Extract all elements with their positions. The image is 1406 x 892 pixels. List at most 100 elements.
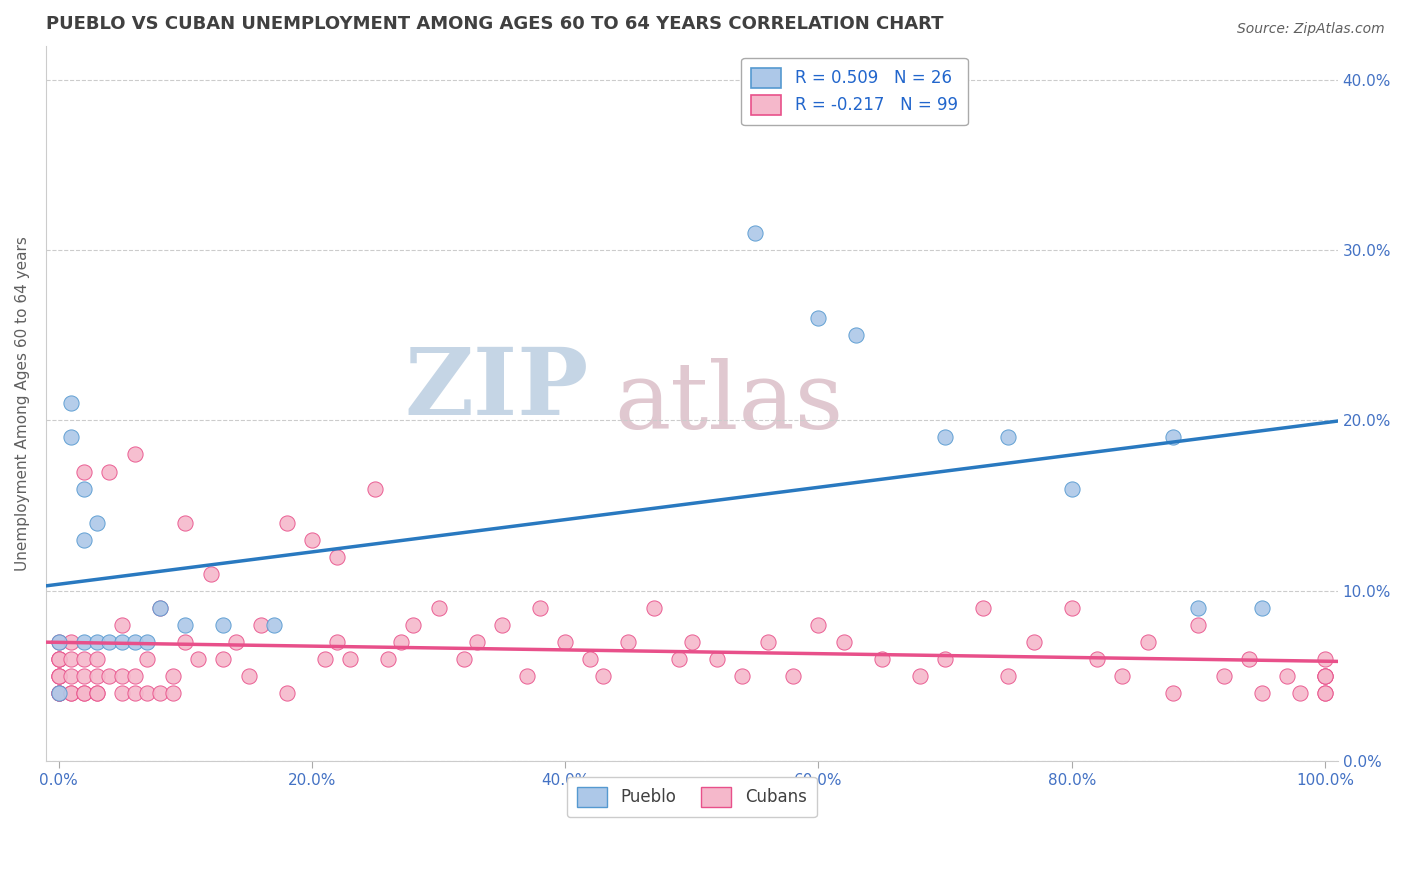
Point bbox=[554, 635, 576, 649]
Point bbox=[48, 635, 70, 649]
Text: atlas: atlas bbox=[614, 359, 844, 449]
Point bbox=[529, 600, 551, 615]
Point bbox=[756, 635, 779, 649]
Point bbox=[60, 686, 83, 700]
Point bbox=[48, 652, 70, 666]
Point bbox=[579, 652, 602, 666]
Point bbox=[908, 669, 931, 683]
Point bbox=[643, 600, 665, 615]
Point bbox=[48, 652, 70, 666]
Point bbox=[73, 533, 96, 547]
Point bbox=[86, 686, 108, 700]
Point bbox=[276, 516, 298, 530]
Point bbox=[453, 652, 475, 666]
Point bbox=[744, 226, 766, 240]
Point bbox=[124, 669, 146, 683]
Point bbox=[174, 516, 197, 530]
Text: Source: ZipAtlas.com: Source: ZipAtlas.com bbox=[1237, 22, 1385, 37]
Point bbox=[60, 430, 83, 444]
Text: PUEBLO VS CUBAN UNEMPLOYMENT AMONG AGES 60 TO 64 YEARS CORRELATION CHART: PUEBLO VS CUBAN UNEMPLOYMENT AMONG AGES … bbox=[46, 15, 943, 33]
Point bbox=[111, 686, 134, 700]
Point bbox=[174, 617, 197, 632]
Point bbox=[491, 617, 513, 632]
Point bbox=[807, 311, 830, 326]
Point bbox=[136, 686, 159, 700]
Point bbox=[149, 600, 172, 615]
Point bbox=[174, 635, 197, 649]
Point bbox=[111, 635, 134, 649]
Point bbox=[73, 635, 96, 649]
Point bbox=[149, 686, 172, 700]
Point bbox=[124, 686, 146, 700]
Point bbox=[1313, 686, 1336, 700]
Point bbox=[73, 669, 96, 683]
Point bbox=[111, 617, 134, 632]
Point bbox=[377, 652, 399, 666]
Point bbox=[98, 465, 121, 479]
Point bbox=[339, 652, 361, 666]
Point bbox=[1313, 669, 1336, 683]
Point bbox=[997, 669, 1019, 683]
Point bbox=[124, 447, 146, 461]
Point bbox=[1212, 669, 1234, 683]
Point bbox=[212, 652, 235, 666]
Point bbox=[934, 430, 956, 444]
Point bbox=[1060, 482, 1083, 496]
Point bbox=[934, 652, 956, 666]
Point bbox=[149, 600, 172, 615]
Point bbox=[48, 669, 70, 683]
Point bbox=[326, 549, 349, 564]
Point bbox=[1111, 669, 1133, 683]
Point bbox=[1161, 686, 1184, 700]
Point bbox=[73, 686, 96, 700]
Point bbox=[86, 516, 108, 530]
Point bbox=[807, 617, 830, 632]
Point bbox=[1313, 669, 1336, 683]
Point bbox=[997, 430, 1019, 444]
Point bbox=[60, 396, 83, 410]
Point bbox=[48, 686, 70, 700]
Point bbox=[326, 635, 349, 649]
Point bbox=[668, 652, 690, 666]
Point bbox=[48, 669, 70, 683]
Point bbox=[136, 652, 159, 666]
Point bbox=[1313, 652, 1336, 666]
Point bbox=[870, 652, 893, 666]
Point bbox=[48, 652, 70, 666]
Point bbox=[187, 652, 209, 666]
Point bbox=[706, 652, 728, 666]
Point bbox=[301, 533, 323, 547]
Y-axis label: Unemployment Among Ages 60 to 64 years: Unemployment Among Ages 60 to 64 years bbox=[15, 236, 30, 571]
Point bbox=[1313, 669, 1336, 683]
Point bbox=[60, 686, 83, 700]
Point bbox=[681, 635, 703, 649]
Point bbox=[364, 482, 387, 496]
Point bbox=[731, 669, 754, 683]
Point bbox=[617, 635, 640, 649]
Point bbox=[782, 669, 804, 683]
Point bbox=[1250, 686, 1272, 700]
Point bbox=[1085, 652, 1108, 666]
Point bbox=[516, 669, 538, 683]
Point bbox=[1288, 686, 1310, 700]
Legend: Pueblo, Cubans: Pueblo, Cubans bbox=[567, 777, 817, 817]
Point bbox=[225, 635, 247, 649]
Point bbox=[402, 617, 425, 632]
Point bbox=[238, 669, 260, 683]
Point bbox=[427, 600, 450, 615]
Point bbox=[832, 635, 855, 649]
Point bbox=[48, 686, 70, 700]
Point bbox=[86, 686, 108, 700]
Point bbox=[1275, 669, 1298, 683]
Point bbox=[73, 482, 96, 496]
Point bbox=[972, 600, 994, 615]
Point bbox=[111, 669, 134, 683]
Point bbox=[1187, 600, 1209, 615]
Point bbox=[98, 669, 121, 683]
Point bbox=[1187, 617, 1209, 632]
Point bbox=[1060, 600, 1083, 615]
Point bbox=[48, 669, 70, 683]
Point bbox=[86, 652, 108, 666]
Point bbox=[136, 635, 159, 649]
Point bbox=[98, 635, 121, 649]
